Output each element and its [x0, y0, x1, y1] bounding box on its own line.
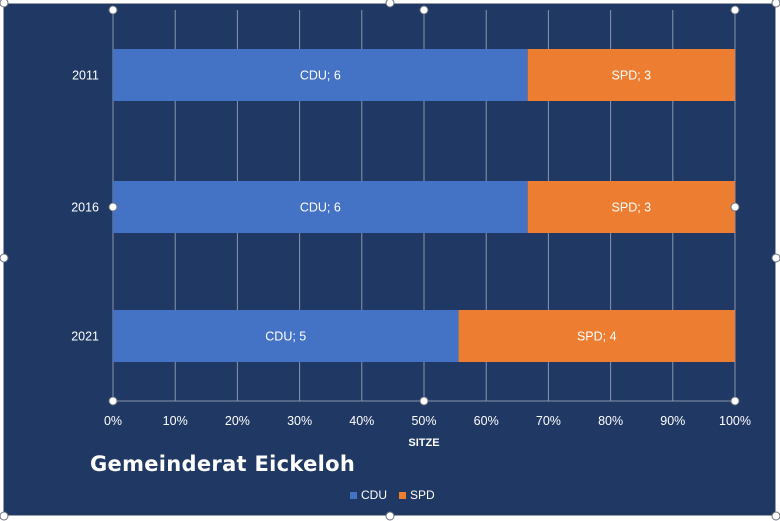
x-tick-label: 20% — [225, 414, 250, 428]
resize-handle[interactable] — [771, 511, 780, 521]
bar-cdu-2016 — [113, 181, 528, 233]
resize-handle[interactable] — [730, 5, 740, 15]
x-tick-label: 10% — [163, 414, 188, 428]
resize-handle[interactable] — [771, 253, 780, 263]
resize-handle[interactable] — [419, 5, 429, 15]
data-label: CDU; 6 — [300, 69, 341, 83]
x-tick-label: 0% — [104, 414, 122, 428]
chart-title: Gemeinderat Eickeloh — [90, 452, 356, 476]
x-tick-label: 90% — [660, 414, 685, 428]
bar-spd-2021 — [458, 310, 735, 362]
y-tick-label: 2011 — [72, 69, 99, 83]
x-tick-label: 70% — [536, 414, 561, 428]
legend-item-cdu: CDU — [350, 488, 387, 502]
resize-handle[interactable] — [108, 202, 118, 212]
data-label: SPD; 3 — [612, 201, 652, 215]
y-tick-label: 2016 — [71, 201, 99, 215]
y-tick-label: 2021 — [71, 330, 99, 344]
legend-label-spd: SPD — [410, 488, 435, 502]
bar-cdu-2021 — [113, 310, 459, 362]
data-label: CDU; 6 — [300, 201, 341, 215]
resize-handle[interactable] — [0, 511, 9, 521]
bar-spd-2011 — [527, 49, 735, 101]
resize-handle[interactable] — [0, 0, 9, 8]
data-label: SPD; 3 — [612, 69, 652, 83]
resize-handle[interactable] — [730, 396, 740, 406]
labels: 0% 10% 20% 30% 40% 50% 60% 70% 80% 90% 100% SITZE CD… — [71, 69, 751, 450]
legend-swatch-cdu — [350, 491, 357, 499]
resize-handle[interactable] — [385, 511, 395, 521]
x-tick-label: 50% — [411, 414, 436, 428]
legend-label-cdu: CDU — [361, 488, 387, 502]
resize-handle[interactable] — [419, 396, 429, 406]
legend-swatch-spd — [399, 491, 406, 499]
data-label: SPD; 4 — [577, 330, 617, 344]
x-tick-label: 30% — [287, 414, 312, 428]
x-tick-label: 60% — [474, 414, 499, 428]
resize-handle[interactable] — [771, 0, 780, 8]
resize-handle[interactable] — [108, 5, 118, 15]
bar-spd-2016 — [527, 181, 735, 233]
resize-handle[interactable] — [730, 202, 740, 212]
legend: CDU SPD — [350, 488, 435, 502]
bars — [113, 49, 735, 362]
resize-handle[interactable] — [0, 253, 9, 263]
data-label: CDU; 5 — [265, 330, 306, 344]
resize-handle[interactable] — [108, 396, 118, 406]
x-tick-label: 80% — [598, 414, 623, 428]
x-axis-title: SITZE — [408, 437, 439, 449]
x-tick-label: 40% — [349, 414, 374, 428]
x-tick-label: 100% — [719, 414, 751, 428]
legend-item-spd: SPD — [399, 488, 435, 502]
bar-cdu-2011 — [113, 49, 528, 101]
resize-handle[interactable] — [385, 0, 395, 8]
